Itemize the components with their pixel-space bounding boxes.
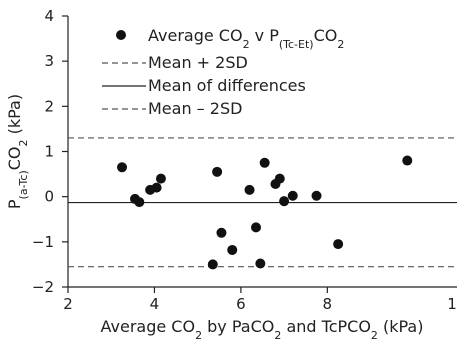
data-point [311, 190, 322, 201]
axes: 4 3 2 1 0 −1 −2 2 4 6 8 1 [32, 7, 457, 313]
data-point [274, 173, 285, 184]
data-point [216, 227, 227, 238]
data-point [227, 244, 238, 255]
data-point [117, 162, 128, 173]
data-point [287, 190, 298, 201]
legend-mean-label: Mean of differences [148, 76, 306, 95]
y-axis-title: P(a-Tc)CO2 (kPa) [5, 94, 30, 209]
reference-lines [68, 137, 457, 268]
y-tick-label: 0 [44, 188, 54, 206]
data-point [134, 197, 145, 208]
data-point [333, 239, 344, 250]
y-tick-label: −1 [32, 233, 54, 251]
legend-upper-label: Mean + 2SD [148, 53, 248, 72]
data-point [255, 258, 266, 269]
x-axis-title: Average CO2 by PaCO2 and TcPCO2 (kPa) [101, 317, 424, 341]
data-point [244, 184, 255, 195]
data-point [251, 222, 262, 233]
y-tick-label: 3 [44, 52, 54, 70]
legend-point-marker [116, 30, 126, 40]
data-points [117, 155, 413, 270]
y-tick-label: 4 [44, 7, 54, 25]
y-tick-label: 1 [44, 143, 54, 161]
data-point [151, 182, 162, 193]
y-tick-label: −2 [32, 278, 54, 296]
legend-lower-label: Mean – 2SD [148, 99, 242, 118]
x-tick-label: 4 [150, 295, 160, 313]
data-point [279, 196, 290, 207]
data-point [155, 173, 166, 184]
x-tick-label: 8 [323, 295, 333, 313]
legend-points-label: Average CO2 v P(Tc-Et)CO2 [148, 26, 344, 51]
data-point [402, 155, 413, 166]
x-tick-label: 6 [236, 295, 246, 313]
data-point [207, 259, 218, 270]
data-point [212, 166, 223, 177]
legend: Average CO2 v P(Tc-Et)CO2 Mean + 2SD Mean … [102, 26, 344, 118]
y-tick-label: 2 [44, 97, 54, 115]
x-tick-label-edge: 1 [447, 295, 457, 313]
data-point [259, 157, 270, 168]
x-tick-label: 2 [63, 295, 73, 313]
